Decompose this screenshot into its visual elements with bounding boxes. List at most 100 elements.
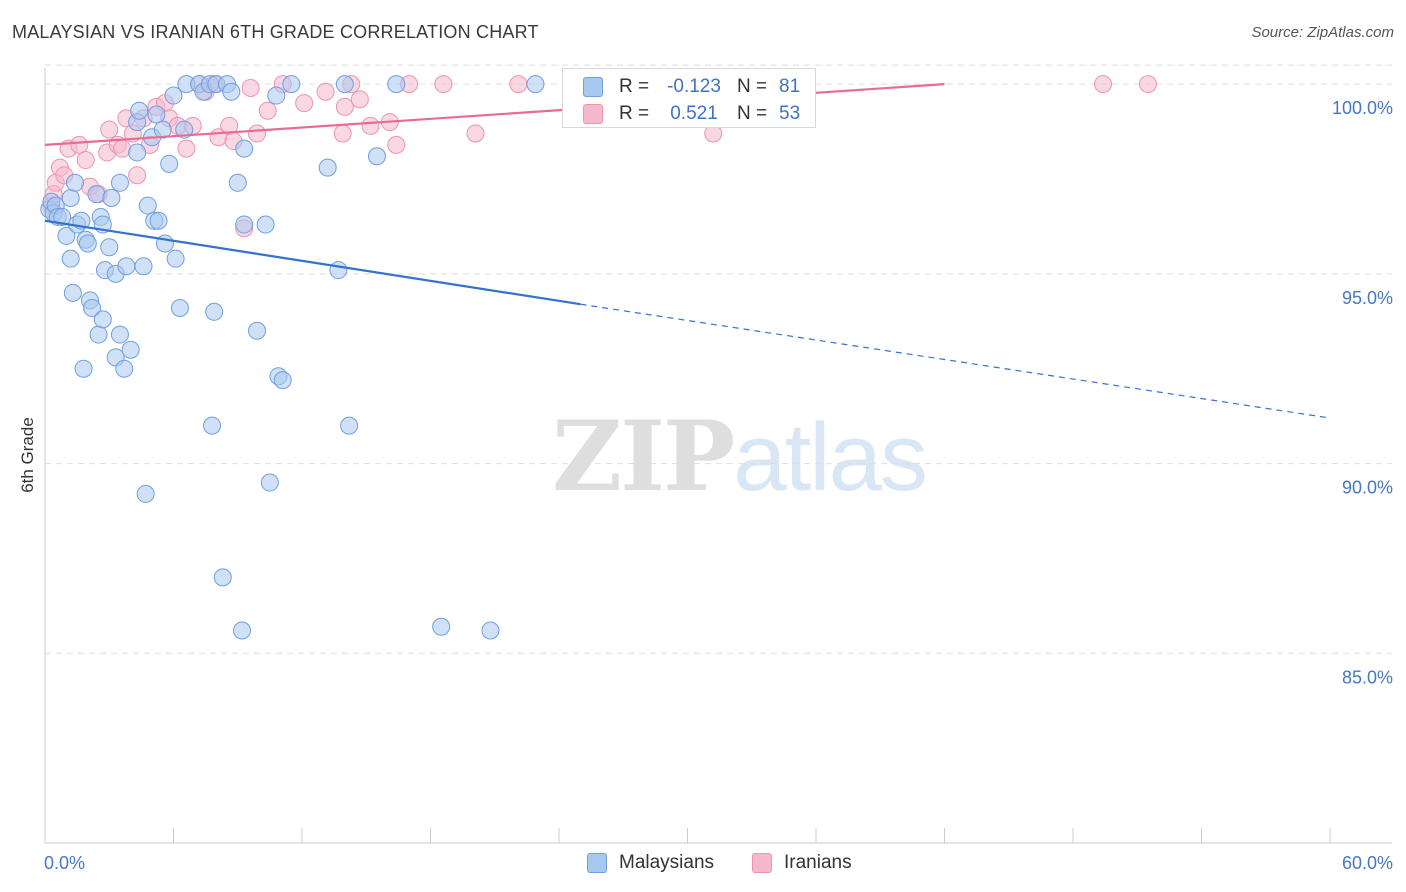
data-point xyxy=(340,416,359,435)
data-point xyxy=(110,325,129,344)
data-point xyxy=(282,75,301,94)
data-point xyxy=(138,196,157,215)
chart-title: MALAYSIAN VS IRANIAN 6TH GRADE CORRELATI… xyxy=(12,22,539,42)
malaysians-trend-extension xyxy=(580,303,1331,419)
data-point xyxy=(387,75,406,94)
data-point xyxy=(267,86,286,105)
data-point xyxy=(175,120,194,139)
data-point xyxy=(222,82,241,101)
data-point xyxy=(335,97,354,116)
data-point xyxy=(432,617,451,636)
legend-n-label: N = xyxy=(737,103,768,124)
data-point xyxy=(318,158,337,177)
data-point xyxy=(329,261,348,280)
data-point xyxy=(134,257,153,276)
malaysians-points xyxy=(40,75,603,640)
legend-r-label: R = xyxy=(619,76,650,97)
legend-r-value: -0.123 xyxy=(667,76,721,97)
data-point xyxy=(361,116,380,135)
tick-labels: 85.0% 90.0% 95.0% 100.0% 0.0% 60.0% xyxy=(44,98,1393,873)
y-axis-title: 6th Grade xyxy=(18,417,37,493)
watermark-zip: ZIP xyxy=(552,400,735,513)
y-tick-label: 100.0% xyxy=(1332,98,1393,118)
data-point xyxy=(121,340,140,359)
data-point xyxy=(76,151,95,170)
series-label: Malaysians xyxy=(619,852,715,873)
watermark: ZIPatlas xyxy=(552,400,928,513)
data-point xyxy=(130,101,149,120)
data-point xyxy=(110,173,129,192)
data-point xyxy=(387,135,406,154)
data-point xyxy=(115,359,134,378)
x-tick-label: 0.0% xyxy=(44,853,85,873)
data-point xyxy=(53,207,72,226)
series-swatch-pink xyxy=(752,853,772,873)
data-point xyxy=(509,75,528,94)
data-point xyxy=(235,139,254,158)
data-point xyxy=(83,299,102,318)
data-point xyxy=(128,166,147,185)
data-point xyxy=(166,249,185,268)
data-point xyxy=(260,473,279,492)
y-tick-label: 95.0% xyxy=(1342,288,1393,308)
data-point xyxy=(170,299,189,318)
data-point xyxy=(248,321,267,340)
data-point xyxy=(241,78,260,97)
legend-n-value: 53 xyxy=(779,103,801,124)
data-point xyxy=(128,143,147,162)
series-legend: Malaysians Iranians xyxy=(0,852,1406,878)
data-point xyxy=(78,234,97,253)
data-point xyxy=(65,173,84,192)
legend-n-value: 81 xyxy=(779,76,801,97)
data-point xyxy=(316,82,335,101)
data-point xyxy=(526,75,545,94)
legend-n-label: N = xyxy=(737,76,768,97)
data-point xyxy=(57,226,76,245)
data-point xyxy=(61,249,80,268)
series-label: Iranians xyxy=(784,852,852,873)
series-legend-malaysians[interactable]: Malaysians xyxy=(587,852,714,874)
data-point xyxy=(147,105,166,124)
legend-row-iranians: R = 0.521 N = 53 xyxy=(583,102,800,126)
data-point xyxy=(87,185,106,204)
data-point xyxy=(273,371,292,390)
data-point xyxy=(177,139,196,158)
x-tick-label: 60.0% xyxy=(1342,853,1393,873)
watermark-atlas: atlas xyxy=(733,404,928,511)
y-tick-label: 90.0% xyxy=(1342,478,1393,498)
legend-r-value: 0.521 xyxy=(670,103,718,124)
data-point xyxy=(100,238,119,257)
data-point xyxy=(481,621,500,640)
legend-swatch-pink xyxy=(583,104,603,124)
data-point xyxy=(203,416,222,435)
data-point xyxy=(213,568,232,587)
data-point xyxy=(350,90,369,109)
series-swatch-blue xyxy=(587,853,607,873)
data-point xyxy=(205,302,224,321)
data-point xyxy=(434,75,453,94)
data-point xyxy=(160,154,179,173)
legend-row-malaysians: R = -0.123 N = 81 xyxy=(583,75,800,99)
correlation-legend: R = -0.123 N = 81 R = 0.521 N = 53 xyxy=(562,68,816,128)
series-legend-iranians[interactable]: Iranians xyxy=(752,852,852,874)
data-point xyxy=(136,484,155,503)
data-point xyxy=(235,215,254,234)
data-point xyxy=(367,147,386,166)
data-point xyxy=(1093,75,1112,94)
data-point xyxy=(164,86,183,105)
data-point xyxy=(466,124,485,143)
data-point xyxy=(153,120,172,139)
data-point xyxy=(1138,75,1157,94)
axes xyxy=(44,68,1392,844)
y-tick-label: 85.0% xyxy=(1342,667,1393,687)
data-point xyxy=(61,188,80,207)
data-point xyxy=(295,94,314,113)
source-credit: Source: ZipAtlas.com xyxy=(1251,24,1394,41)
data-point xyxy=(100,120,119,139)
data-point xyxy=(74,359,93,378)
malaysians-trend-line xyxy=(44,219,581,306)
data-point xyxy=(93,310,112,329)
data-point xyxy=(63,283,82,302)
data-point xyxy=(113,139,132,158)
